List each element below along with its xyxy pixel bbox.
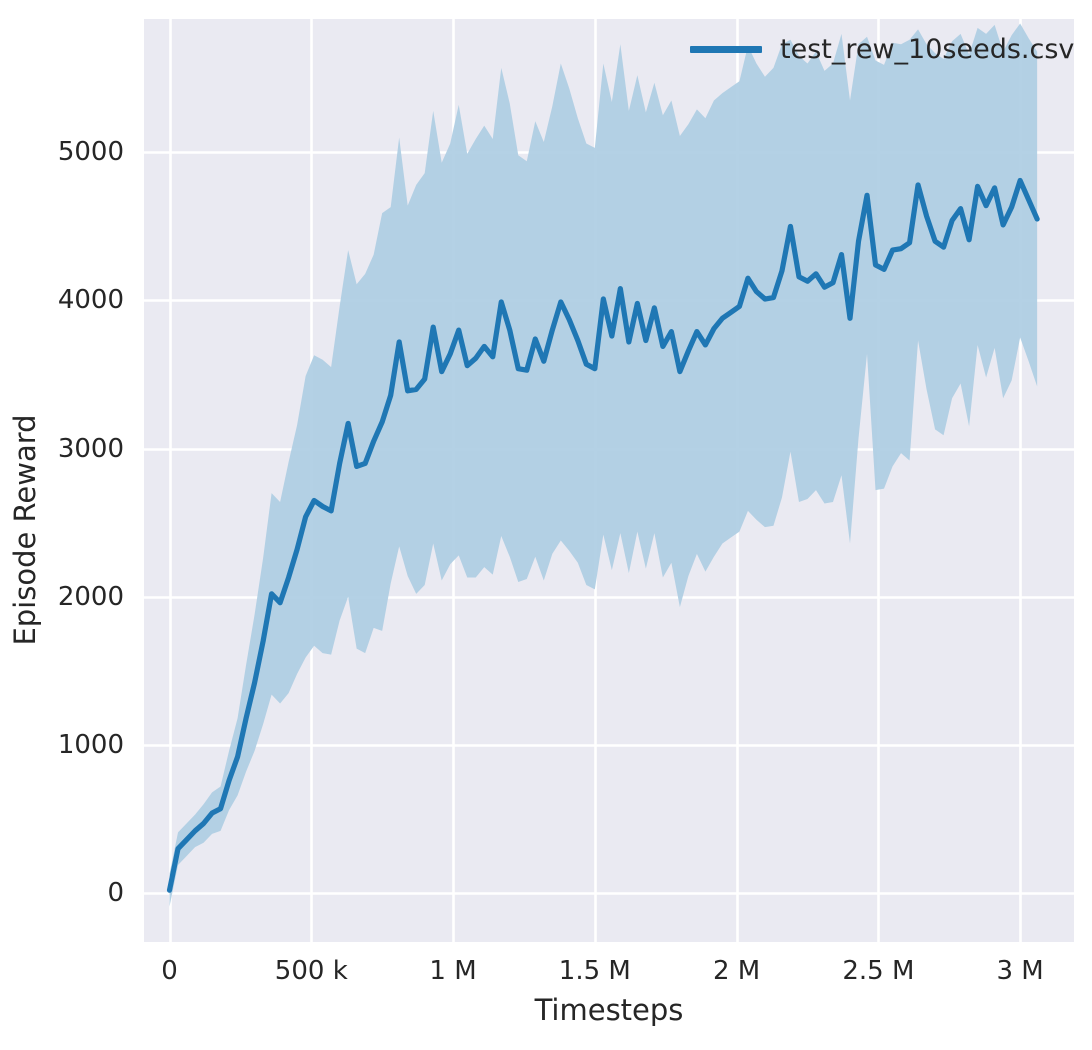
y-tick-label: 2000 bbox=[57, 581, 124, 612]
y-tick-label: 3000 bbox=[57, 433, 124, 464]
legend-series-label: test_rew_10seeds.csv bbox=[780, 33, 1075, 65]
x-tick-label: 2 M bbox=[712, 956, 761, 986]
mean-reward-line bbox=[166, 177, 1040, 893]
x-tick-label: 0 bbox=[161, 956, 178, 986]
x-axis-title: Timesteps bbox=[534, 993, 684, 1027]
legend-color-swatch bbox=[690, 45, 762, 53]
x-tick-label: 1.5 M bbox=[558, 956, 631, 986]
y-tick-label: 0 bbox=[107, 878, 124, 909]
y-axis-title: Episode Reward bbox=[8, 414, 42, 646]
x-tick-label: 1 M bbox=[429, 956, 477, 986]
y-tick-label: 4000 bbox=[57, 285, 124, 316]
x-tick-label: 2.5 M bbox=[842, 956, 915, 986]
y-tick-label: 1000 bbox=[57, 729, 124, 760]
chart-legend: test_rew_10seeds.csv bbox=[690, 28, 1074, 70]
confidence-band bbox=[169, 23, 1038, 907]
x-tick-label: 500 k bbox=[274, 956, 348, 986]
x-tick-label: 3 M bbox=[996, 956, 1044, 986]
y-tick-label: 5000 bbox=[57, 137, 124, 168]
